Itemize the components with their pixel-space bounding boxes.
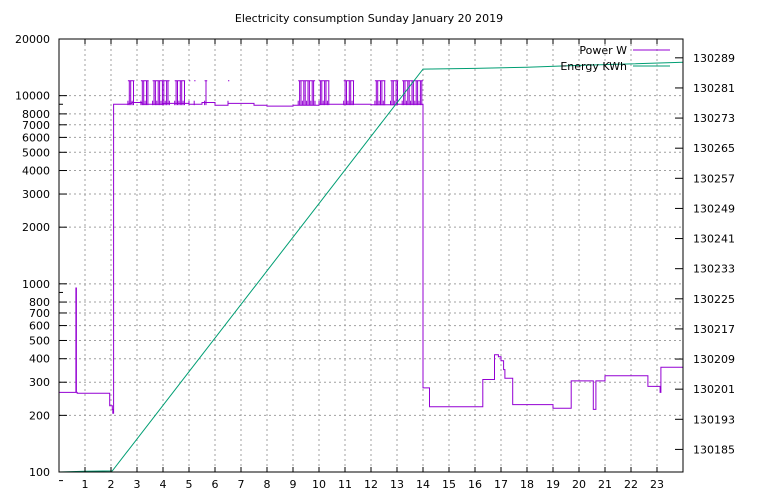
x-tick-label: 22 bbox=[624, 478, 638, 491]
x-tick-label: 12 bbox=[364, 478, 378, 491]
y-tick-label: 7000 bbox=[22, 119, 50, 132]
series-line bbox=[58, 61, 684, 473]
x-tick-label: 16 bbox=[468, 478, 482, 491]
x-tick-label: 15 bbox=[442, 478, 456, 491]
y-tick-label: 400 bbox=[29, 353, 50, 366]
x-tick-label: 4 bbox=[160, 478, 167, 491]
x-tick-label: 17 bbox=[494, 478, 508, 491]
x-tick-label: 2 bbox=[108, 478, 115, 491]
y2-tick-label: 130249 bbox=[693, 202, 735, 215]
x-tick-label: 9 bbox=[290, 478, 297, 491]
x-tick-label: 7 bbox=[238, 478, 245, 491]
y-tick-label: 3000 bbox=[22, 188, 50, 201]
y2-tick-label: 130273 bbox=[693, 112, 735, 125]
energy-series bbox=[58, 61, 684, 473]
x-tick-label: 6 bbox=[212, 478, 219, 491]
y2-tick-label: 130217 bbox=[693, 323, 735, 336]
legend: Power W Energy KWh bbox=[560, 44, 670, 73]
x-tick-label: 11 bbox=[338, 478, 352, 491]
y-tick-label: 8000 bbox=[22, 108, 50, 121]
y-tick-label: 600 bbox=[29, 320, 50, 333]
chart-title: Electricity consumption Sunday January 2… bbox=[235, 12, 503, 25]
y2-tick-label: 130209 bbox=[693, 353, 735, 366]
y-tick-label: 200 bbox=[29, 409, 50, 422]
series-layer bbox=[58, 61, 684, 473]
y2-tick-label: 130201 bbox=[693, 383, 735, 396]
x-tick-label: 13 bbox=[390, 478, 404, 491]
y-tick-label: 4000 bbox=[22, 165, 50, 178]
x-tick-label: 3 bbox=[134, 478, 141, 491]
y2-tick-label: 130257 bbox=[693, 172, 735, 185]
y2-tick-label: 130233 bbox=[693, 263, 735, 276]
y-tick-label: 1000 bbox=[22, 278, 50, 291]
y2-tick-label: 130225 bbox=[693, 293, 735, 306]
x-tick-label: 18 bbox=[520, 478, 534, 491]
y-tick-label: 10000 bbox=[15, 90, 50, 103]
y2-tick-label: 130185 bbox=[693, 443, 735, 456]
power-series bbox=[59, 80, 684, 414]
y-tick-label: 20000 bbox=[15, 33, 50, 46]
y-tick-label: 300 bbox=[29, 376, 50, 389]
series-line bbox=[59, 102, 684, 414]
y2-tick-label: 130193 bbox=[693, 413, 735, 426]
x-tick-label: 21 bbox=[598, 478, 612, 491]
x-tick-label: 8 bbox=[264, 478, 271, 491]
x-tick-label: 19 bbox=[546, 478, 560, 491]
y2-tick-label: 130289 bbox=[693, 52, 735, 65]
y2-tick-label: 130265 bbox=[693, 142, 735, 155]
x-tick-label: 5 bbox=[186, 478, 193, 491]
axes: 1 2 3 4 5 6 7 8 9 10 11 12 13 14 15 16 17 18 19 20 21 22 23100… bbox=[15, 33, 735, 491]
y2-tick-label: 130241 bbox=[693, 233, 735, 246]
x-tick-label: 23 bbox=[650, 478, 664, 491]
x-tick-label: 1 bbox=[82, 478, 89, 491]
y-tick-label: 700 bbox=[29, 307, 50, 320]
x-tick-label: 20 bbox=[572, 478, 586, 491]
x-tick-label: 10 bbox=[312, 478, 326, 491]
y-tick-label: 6000 bbox=[22, 131, 50, 144]
x-tick-label: 14 bbox=[416, 478, 430, 491]
y-tick-label: 100 bbox=[29, 466, 50, 479]
legend-label: Energy KWh bbox=[560, 60, 627, 73]
legend-label: Power W bbox=[579, 44, 627, 57]
y2-tick-label: 130281 bbox=[693, 82, 735, 95]
y-tick-label: 2000 bbox=[22, 221, 50, 234]
y-tick-label: 800 bbox=[29, 296, 50, 309]
y-tick-label: 5000 bbox=[22, 146, 50, 159]
y-tick-label: 500 bbox=[29, 334, 50, 347]
grid bbox=[59, 39, 683, 472]
